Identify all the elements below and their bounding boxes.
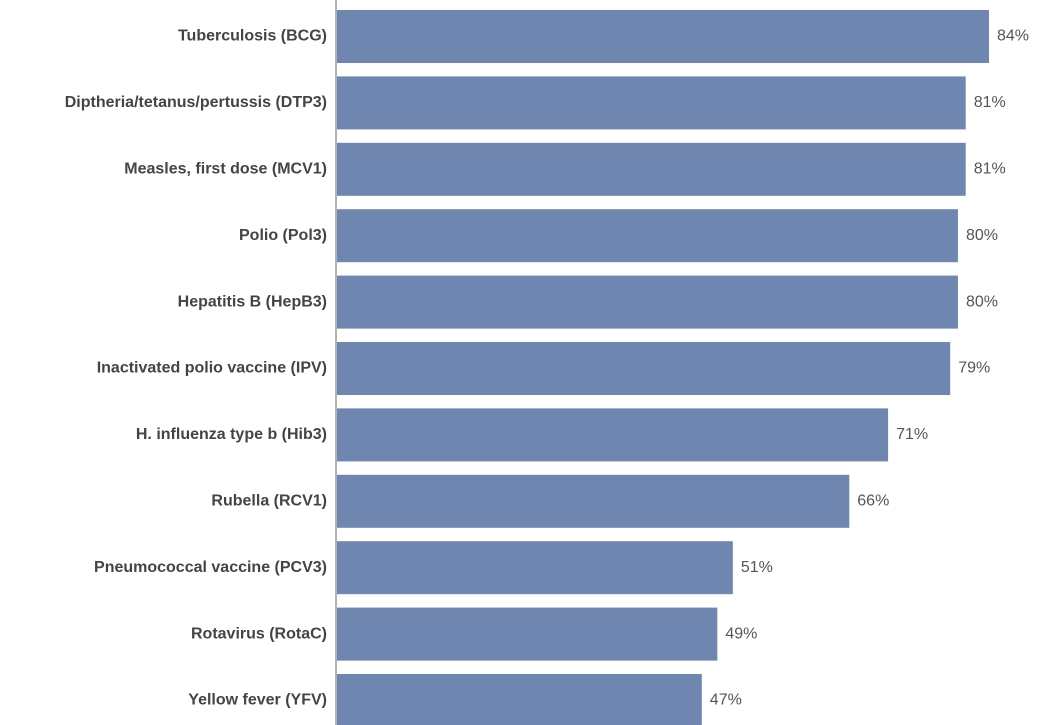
bar [337, 209, 958, 263]
category-label: Measles, first dose (MCV1) [124, 161, 327, 178]
value-label: 84% [997, 28, 1029, 45]
category-label: Tuberculosis (BCG) [178, 28, 327, 45]
category-label: Rubella (RCV1) [211, 493, 327, 510]
bar [337, 607, 718, 661]
bar [337, 474, 850, 528]
value-label: 80% [966, 227, 998, 244]
value-label: 71% [896, 426, 928, 443]
bar [337, 408, 889, 462]
value-label: 49% [725, 625, 757, 642]
value-label: 79% [958, 360, 990, 377]
value-label: 81% [974, 161, 1006, 178]
category-label: Inactivated polio vaccine (IPV) [97, 360, 327, 377]
category-label: Yellow fever (YFV) [188, 692, 327, 709]
bar [337, 142, 966, 196]
value-label: 47% [710, 692, 742, 709]
category-label: Pneumococcal vaccine (PCV3) [94, 559, 327, 576]
bar [337, 275, 958, 329]
value-label: 51% [741, 559, 773, 576]
bars-group: Tuberculosis (BCG) 84% Diptheria/tetanus/p… [65, 10, 1029, 725]
bar [337, 342, 951, 395]
value-label: 80% [966, 293, 998, 310]
value-label: 66% [857, 493, 889, 510]
bar [337, 76, 966, 130]
category-label: Rotavirus (RotaC) [191, 625, 327, 642]
category-label: Diptheria/tetanus/pertussis (DTP3) [65, 94, 327, 111]
category-label: H. influenza type b (Hib3) [136, 426, 327, 443]
value-label: 81% [974, 94, 1006, 111]
category-label: Polio (Pol3) [239, 227, 327, 244]
bar [337, 674, 702, 725]
category-label: Hepatitis B (HepB3) [178, 293, 327, 310]
bar [337, 10, 989, 63]
bar [337, 541, 733, 595]
